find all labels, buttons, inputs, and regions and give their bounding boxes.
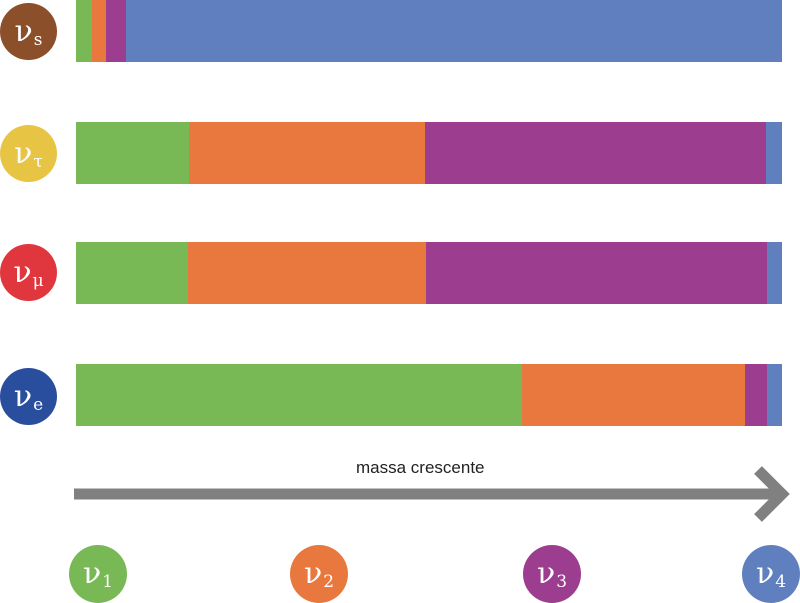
- bar-segment-nu2: [91, 0, 106, 62]
- mass-subscript: 2: [323, 572, 335, 592]
- flavor-symbol: ν: [13, 254, 32, 290]
- mass-subscript: 3: [556, 572, 568, 592]
- flavor-symbol: ν: [13, 378, 33, 414]
- bar-segment-nu4: [765, 122, 782, 184]
- mass-symbol: ν: [755, 556, 775, 591]
- mass-symbol: ν: [303, 556, 323, 591]
- bar-nu-s: [76, 0, 782, 62]
- bar-segment-nu1: [76, 242, 189, 304]
- increasing-mass-arrow-icon: [74, 466, 790, 522]
- bar-segment-nu4: [126, 0, 782, 62]
- arrow-label: massa crescente: [356, 458, 485, 477]
- mass-subscript: 4: [775, 572, 787, 592]
- bar-segment-nu4: [767, 242, 782, 304]
- flavor-subscript: τ: [33, 151, 43, 172]
- bar-segment-nu3: [745, 364, 768, 426]
- flavor-subscript: s: [33, 29, 43, 50]
- mass-subscript: 1: [102, 572, 114, 592]
- flavor-subscript: e: [33, 394, 44, 415]
- bar-segment-nu1: [76, 364, 523, 426]
- bar-segment-nu4: [767, 364, 782, 426]
- bar-segment-nu2: [188, 122, 426, 184]
- bar-segment-nu2: [522, 364, 746, 426]
- mass-symbol: ν: [82, 556, 102, 591]
- flavor-subscript: μ: [32, 270, 44, 291]
- bar-segment-nu3: [425, 122, 766, 184]
- bar-segment-nu2: [188, 242, 427, 304]
- bar-nu-e: [76, 364, 782, 426]
- flavor-symbol: ν: [14, 13, 33, 49]
- bar-nu-mu: [76, 242, 782, 304]
- mass-symbol: ν: [536, 556, 556, 591]
- bar-segment-nu1: [76, 0, 92, 62]
- flavor-symbol: ν: [14, 135, 33, 171]
- bar-segment-nu3: [426, 242, 768, 304]
- bar-nu-tau: [76, 122, 782, 184]
- bar-segment-nu1: [76, 122, 189, 184]
- bar-segment-nu3: [105, 0, 127, 62]
